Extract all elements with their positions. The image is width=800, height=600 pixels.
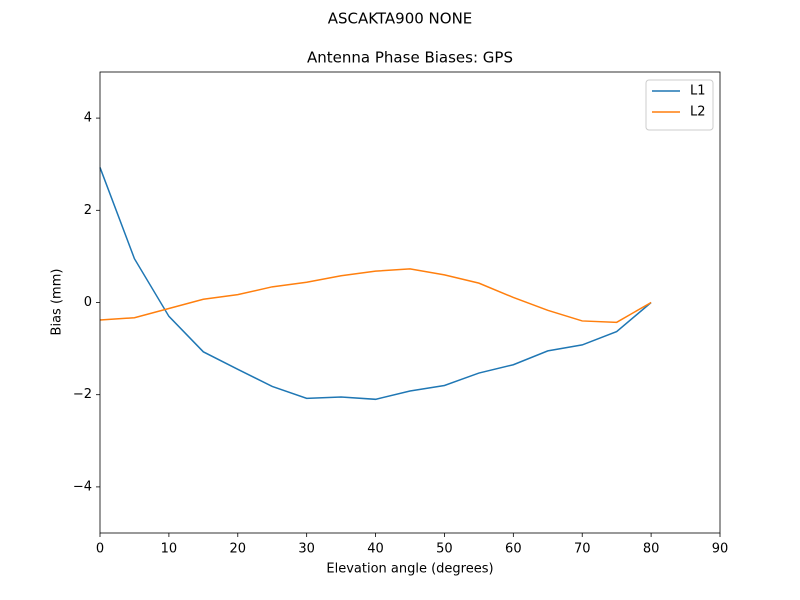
y-tick-label: −2 bbox=[73, 387, 92, 402]
line-series bbox=[99, 268, 652, 324]
legend-label: L2 bbox=[690, 105, 706, 120]
y-tick-label: −4 bbox=[73, 479, 92, 494]
x-tick-label: 50 bbox=[436, 542, 453, 557]
x-axis-label: Elevation angle (degrees) bbox=[326, 562, 493, 577]
y-tick-label: 0 bbox=[84, 295, 92, 310]
x-tick-label: 40 bbox=[367, 542, 384, 557]
legend-label: L1 bbox=[690, 84, 706, 99]
x-tick-label: 60 bbox=[505, 542, 522, 557]
y-axis-label: Bias (mm) bbox=[50, 269, 65, 336]
x-tick-label: 90 bbox=[712, 542, 729, 557]
x-tick-label: 80 bbox=[643, 542, 660, 557]
chart-title: Antenna Phase Biases: GPS bbox=[307, 49, 513, 67]
x-tick-label: 0 bbox=[96, 542, 104, 557]
x-tick-label: 10 bbox=[161, 542, 178, 557]
line-series bbox=[99, 167, 652, 401]
y-tick-label: 4 bbox=[84, 111, 92, 126]
legend-box bbox=[645, 79, 714, 131]
y-tick-label: 2 bbox=[84, 203, 92, 218]
x-tick-label: 20 bbox=[230, 542, 247, 557]
x-tick-label: 30 bbox=[298, 542, 315, 557]
x-tick-label: 70 bbox=[574, 542, 591, 557]
suptitle: ASCAKTA900 NONE bbox=[328, 10, 473, 28]
plot-frame bbox=[99, 71, 721, 534]
